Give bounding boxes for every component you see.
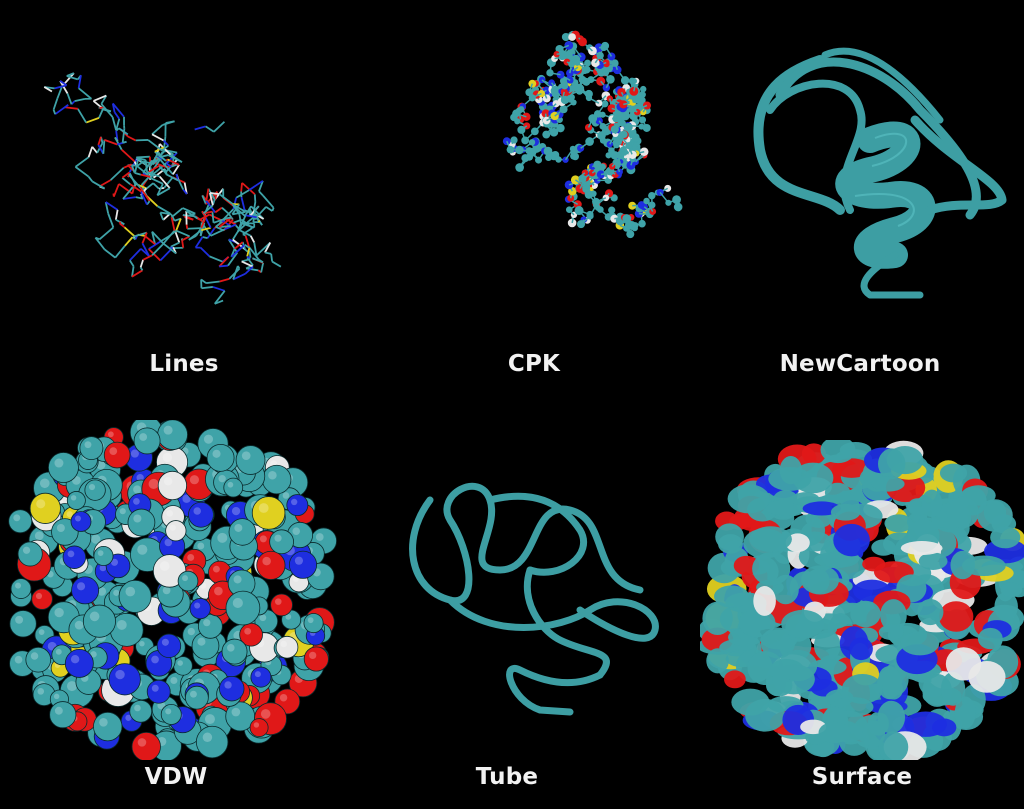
panel-newcartoon — [730, 0, 1024, 400]
tube-render — [409, 482, 659, 716]
label-lines: Lines — [149, 351, 219, 377]
label-surface: Surface — [811, 764, 913, 790]
cpk-render — [502, 30, 683, 239]
lines-render — [43, 72, 282, 305]
panel-lines — [0, 0, 340, 400]
vdw-render — [8, 420, 337, 760]
newcartoon-render — [753, 47, 1007, 299]
panel-cpk — [370, 0, 710, 400]
panel-tube — [390, 440, 690, 740]
panel-vdw — [0, 420, 345, 760]
label-vdw: VDW — [144, 764, 208, 790]
label-cpk: CPK — [507, 351, 561, 377]
label-tube: Tube — [475, 764, 539, 790]
panel-surface — [700, 440, 1024, 760]
label-newcartoon: NewCartoon — [779, 351, 941, 377]
surface-render — [700, 440, 1024, 760]
